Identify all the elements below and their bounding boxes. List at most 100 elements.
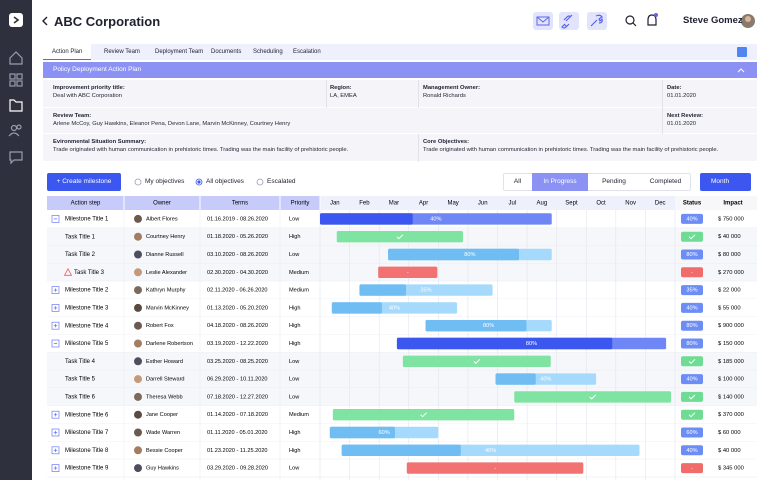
action-step[interactable]: Milestone Title 1 <box>65 216 109 222</box>
tab[interactable]: Scheduling <box>253 49 283 55</box>
expand-toggle[interactable] <box>51 286 60 294</box>
action-step[interactable]: Task Title 3 <box>74 270 105 276</box>
filter-button[interactable]: All <box>513 178 522 185</box>
info-row <box>43 108 757 133</box>
check-icon <box>473 358 481 365</box>
expand-toggle[interactable] <box>51 304 60 312</box>
field-value: LA, EMEA <box>330 93 357 99</box>
expand-toggle[interactable] <box>51 321 60 330</box>
gantt-progress <box>495 373 536 385</box>
page-title: ABC Corporation <box>54 14 161 29</box>
gantt-label: 80% <box>526 341 537 347</box>
filter-button[interactable]: Completed <box>649 178 682 185</box>
filter-button[interactable]: Pending <box>602 178 626 185</box>
expand-toggle[interactable] <box>51 215 60 223</box>
action-step[interactable]: Milestone Title 3 <box>65 305 109 311</box>
radio-label[interactable]: Escalated <box>267 178 296 185</box>
expand-toggle[interactable] <box>51 446 60 455</box>
action-step[interactable]: Task Title 4 <box>65 359 96 365</box>
period-select[interactable]: Month <box>700 173 751 191</box>
action-step[interactable]: Milestone Title 7 <box>65 430 109 436</box>
action-step[interactable]: Task Title 5 <box>65 377 96 383</box>
gantt-bar[interactable] <box>331 302 458 314</box>
status-badge <box>681 409 703 420</box>
gantt-bar[interactable] <box>341 444 640 456</box>
month-header: Jul <box>508 201 516 207</box>
gantt-bar[interactable] <box>378 266 438 278</box>
action-step[interactable]: Milestone Title 2 <box>65 288 109 294</box>
bell-icon[interactable] <box>647 14 657 26</box>
field-label: Management Owner: <box>423 85 481 91</box>
header-action[interactable] <box>533 12 553 30</box>
tab[interactable]: Escalation <box>293 49 321 55</box>
owner-name: Theresa Webb <box>146 394 183 400</box>
radio[interactable] <box>195 178 203 186</box>
gantt-bar[interactable] <box>388 248 552 261</box>
grid-icon[interactable] <box>9 73 23 87</box>
action-step[interactable]: Milestone Title 4 <box>65 323 109 329</box>
month-header: Oct <box>596 201 606 207</box>
status-label: 40% <box>686 377 697 383</box>
field-label: Review Team: <box>53 113 92 119</box>
tab[interactable]: Documents <box>211 49 242 55</box>
gantt-bar[interactable] <box>320 213 552 225</box>
action-step[interactable]: Task Title 6 <box>65 394 96 400</box>
gantt-bar[interactable] <box>332 409 515 421</box>
status-label: 40% <box>686 216 697 222</box>
gantt-bar[interactable] <box>329 426 439 439</box>
radio-label[interactable]: All objectives <box>206 178 244 185</box>
tab[interactable]: Deployment Team <box>155 49 204 55</box>
tab[interactable]: Action Plan <box>43 44 92 60</box>
month-header: Aug <box>537 201 548 207</box>
priority: High <box>289 323 301 329</box>
filter-button[interactable]: In Progress <box>532 173 588 191</box>
gantt-bar[interactable] <box>406 462 584 474</box>
action-step[interactable]: Milestone Title 5 <box>65 341 109 347</box>
action-step[interactable]: Milestone Title 9 <box>65 466 109 472</box>
messages-icon[interactable] <box>9 151 23 165</box>
tab[interactable]: Review Team <box>104 49 140 55</box>
radio-label[interactable]: My objectives <box>145 178 185 185</box>
status-badge <box>681 213 703 224</box>
gantt-bar[interactable] <box>336 231 463 243</box>
row-bg <box>47 334 757 353</box>
owner-avatar <box>134 232 142 241</box>
action-step[interactable]: Milestone Title 8 <box>65 448 109 454</box>
row-bg <box>47 459 757 477</box>
gantt-bar[interactable] <box>359 284 493 296</box>
gantt-bar[interactable] <box>402 355 551 367</box>
check-icon <box>688 394 696 400</box>
owner-name: Darrell Steward <box>146 377 185 383</box>
home-icon[interactable] <box>9 51 23 65</box>
back-button[interactable] <box>42 16 48 26</box>
priority: Low <box>289 377 300 383</box>
status-badge <box>681 231 703 242</box>
gantt-bar[interactable] <box>425 320 552 332</box>
export-button[interactable] <box>737 47 747 57</box>
header-action[interactable] <box>587 12 607 30</box>
logo[interactable] <box>9 13 23 27</box>
gantt-bar[interactable] <box>396 337 667 350</box>
field-value: Arlene McCoy, Guy Hawkins, Eleanor Pena,… <box>53 121 291 127</box>
folder-icon[interactable] <box>9 99 23 112</box>
action-step[interactable]: Task Title 1 <box>65 234 96 240</box>
gantt-label: 60% <box>378 430 389 436</box>
action-step[interactable]: Milestone Title 6 <box>65 412 109 418</box>
expand-toggle[interactable] <box>51 464 60 472</box>
expand-toggle[interactable] <box>51 410 60 419</box>
people-icon[interactable] <box>8 124 22 137</box>
gantt-bar[interactable] <box>514 391 672 403</box>
expand-toggle[interactable] <box>51 428 60 437</box>
terms: 04.18.2020 - 08.26.2020 <box>207 323 268 329</box>
owner-avatar <box>134 303 142 312</box>
expand-toggle[interactable] <box>51 339 60 348</box>
action-step[interactable]: Task Title 2 <box>65 252 96 258</box>
create-milestone-button[interactable]: + Create milestone <box>47 173 121 191</box>
gantt-bar[interactable] <box>495 373 597 385</box>
row-bg <box>47 370 757 388</box>
search-icon[interactable] <box>625 15 635 25</box>
radio[interactable] <box>256 178 264 186</box>
radio[interactable] <box>134 178 142 186</box>
owner-avatar <box>134 321 142 330</box>
user-name[interactable]: Steve Gomez <box>683 15 743 26</box>
